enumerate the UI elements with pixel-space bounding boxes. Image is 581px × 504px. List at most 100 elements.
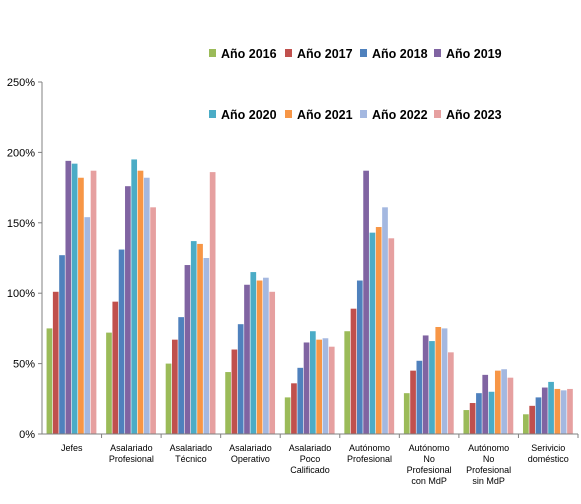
bar — [256, 280, 263, 434]
x-tick-label: Serivicio doméstico — [528, 443, 569, 464]
bar — [523, 414, 529, 434]
legend-swatch — [209, 110, 216, 118]
bar — [46, 328, 53, 434]
y-tick-label: 250% — [7, 77, 35, 89]
x-tick-label: Autónomo Profesional — [347, 443, 392, 464]
bar — [190, 241, 197, 434]
bar — [410, 370, 416, 434]
bar — [541, 387, 548, 434]
x-tick-label: Asalariado Profesional — [109, 443, 154, 464]
legend-swatch — [360, 110, 367, 118]
bar — [560, 390, 567, 434]
bar — [469, 403, 476, 434]
legend-label: Año 2020 — [221, 108, 277, 122]
bar — [435, 326, 442, 434]
y-tick-label: 0% — [19, 429, 35, 441]
legend-swatch — [360, 49, 367, 57]
bar — [184, 265, 191, 434]
y-tick-label: 200% — [7, 147, 35, 159]
bar — [125, 186, 131, 434]
y-tick-label: 100% — [7, 288, 35, 300]
bar — [369, 232, 376, 434]
y-tick-label: 50% — [13, 359, 35, 371]
x-axis: Jefes Asalariado Profesional Asalariado Técn… — [42, 433, 579, 486]
bar — [297, 367, 304, 434]
bar — [137, 170, 144, 434]
bar — [554, 388, 561, 434]
bar — [59, 255, 65, 434]
bar — [237, 324, 244, 434]
bar — [422, 335, 429, 434]
bar — [363, 170, 369, 434]
bar — [178, 317, 184, 434]
bar — [482, 374, 489, 434]
bar — [225, 372, 231, 434]
x-tick-label: Autónomo No Profesional sin MdP — [466, 443, 511, 486]
bar — [344, 331, 351, 434]
bar — [416, 360, 423, 434]
bar — [507, 377, 514, 434]
legend-label: Año 2017 — [297, 47, 353, 61]
bar — [375, 227, 382, 434]
legend-label: Año 2016 — [221, 47, 277, 61]
bar — [494, 370, 501, 434]
legend-label: Año 2018 — [372, 47, 428, 61]
bar — [244, 284, 250, 434]
bar — [529, 405, 536, 434]
legend-swatch — [285, 49, 292, 57]
bar — [382, 207, 388, 434]
bar — [350, 308, 357, 434]
bar — [463, 410, 470, 434]
legend-swatch — [285, 110, 292, 118]
bar — [112, 301, 119, 434]
bar — [250, 272, 257, 434]
bar — [143, 177, 150, 435]
bar — [78, 177, 84, 435]
bar — [203, 258, 210, 434]
bar — [269, 291, 276, 434]
bar — [90, 170, 97, 434]
bar — [171, 339, 178, 434]
bar — [310, 331, 316, 434]
legend-swatch — [434, 49, 441, 57]
bar — [71, 163, 78, 434]
x-tick-label: Asalariado Técnico — [170, 443, 213, 464]
bar — [501, 369, 507, 434]
bar — [52, 291, 59, 434]
bar — [535, 397, 542, 434]
bar — [328, 346, 335, 434]
bar — [448, 352, 454, 434]
x-tick-label: Asalariado Operativo — [229, 443, 272, 464]
chart-legend: Año 2016 Año 2017 Año 2018 Año 2019 Año 2020… — [209, 47, 502, 122]
bars — [46, 159, 573, 435]
bar — [284, 397, 291, 434]
x-tick-label: Autónomo No Profesional con MdP — [407, 443, 452, 486]
bar — [65, 160, 72, 434]
bar — [356, 280, 363, 434]
legend-label: Año 2021 — [297, 108, 353, 122]
x-tick-label: Jefes — [61, 443, 83, 453]
legend-label: Año 2022 — [372, 108, 428, 122]
bar — [209, 172, 216, 435]
bar — [231, 349, 238, 434]
x-tick-label: Asalariado Poco Calificado — [289, 443, 332, 475]
bar — [476, 393, 482, 434]
legend-label: Año 2019 — [446, 47, 502, 61]
bar — [263, 277, 269, 434]
bar — [106, 332, 112, 434]
bar — [548, 381, 554, 434]
bar — [316, 339, 322, 434]
y-tick-label: 150% — [7, 218, 35, 230]
bar — [441, 328, 448, 434]
bar — [84, 217, 91, 434]
legend-label: Año 2023 — [446, 108, 502, 122]
bar — [165, 363, 172, 434]
bar — [403, 393, 410, 434]
bar — [429, 341, 435, 434]
bar — [131, 159, 138, 434]
bar — [322, 338, 329, 434]
y-axis: 0% 50% 100% 150% 200% 250% — [7, 77, 43, 441]
bar — [118, 249, 125, 434]
bar — [291, 383, 297, 434]
bar — [388, 238, 395, 434]
